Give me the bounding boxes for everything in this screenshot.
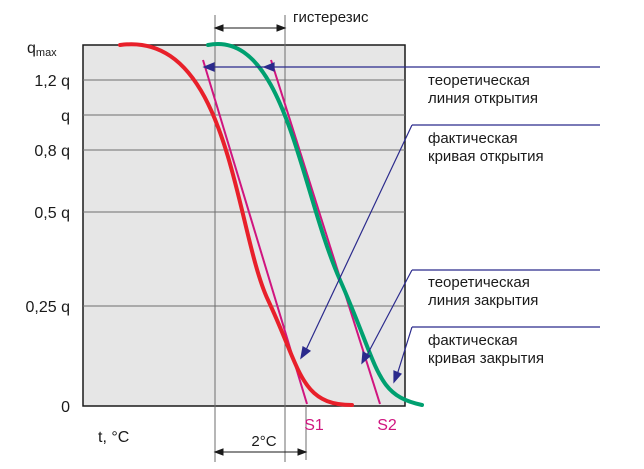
y-label-q: q <box>61 108 70 125</box>
annotation-actual-opening-2: кривая открытия <box>428 148 544 165</box>
y-label-qmax: qmax <box>27 40 57 59</box>
y-label-0-5q: 0,5 q <box>34 205 70 222</box>
pointer-actual-opening-diag <box>304 124 413 353</box>
theoretical-opening-line <box>270 59 381 405</box>
hysteresis-arrow <box>213 24 287 32</box>
annotation-actual-closing-2: кривая закрытия <box>428 350 544 367</box>
annotation-actual-closing-1: фактическая <box>428 332 518 349</box>
delta-label: 2°C <box>251 433 276 450</box>
s2-label: S2 <box>377 417 397 434</box>
y-label-zero: 0 <box>61 399 70 416</box>
grid <box>83 15 405 462</box>
y-label-1-2q: 1,2 q <box>34 73 70 90</box>
y-label-0-25q: 0,25 q <box>26 299 70 316</box>
actual-closing-curve <box>118 42 354 407</box>
s1-label: S1 <box>304 417 324 434</box>
pointer-actual-closing-diag <box>396 326 413 376</box>
annotation-theoretical-opening-2: линия открытия <box>428 90 538 107</box>
x-axis-label: t, °C <box>98 429 129 446</box>
annotation-theoretical-closing-1: теоретическая <box>428 274 530 291</box>
annotation-backdrops <box>424 70 602 368</box>
hysteresis-label: гистерезис <box>293 9 369 26</box>
y-label-0-8q: 0,8 q <box>34 143 70 160</box>
delta-arrow <box>213 448 308 456</box>
annotation-actual-opening-1: фактическая <box>428 130 518 147</box>
annotation-theoretical-opening-1: теоретическая <box>428 72 530 89</box>
annotation-theoretical-closing-2: линия закрытия <box>428 292 538 309</box>
pointers <box>202 62 600 384</box>
pointer-theoretical-closing-diag <box>365 269 413 358</box>
